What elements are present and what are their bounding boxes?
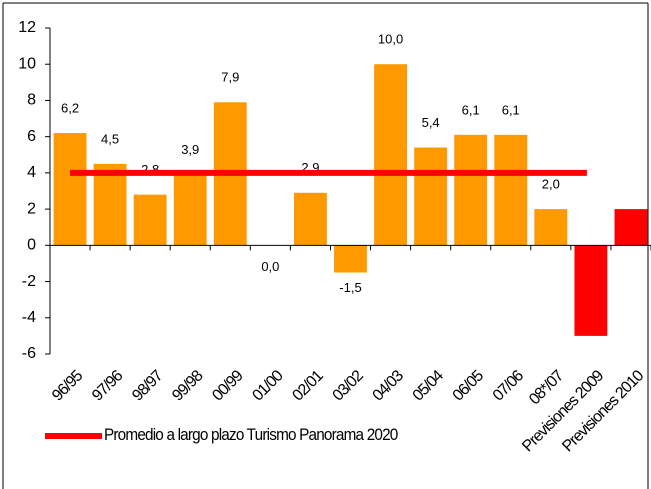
x-tick-label: 04/03 [370,367,408,405]
value-label: 3,9 [181,142,199,157]
x-tick-label: 02/01 [289,367,327,405]
value-label: 6,1 [502,102,520,117]
value-label: 0,0 [261,259,279,274]
value-label: -1,5 [339,280,361,295]
bar [294,192,327,246]
bar [534,209,568,246]
bar [494,134,528,246]
value-label: 2,0 [542,177,560,192]
x-tick-label: 07/06 [490,367,528,405]
x-tick-label: 97/96 [89,367,127,405]
x-tick-label: 00/99 [209,367,247,405]
legend-label: Promedio a largo plazo Turismo Panorama … [104,425,398,444]
bar [374,64,407,246]
bar [414,147,448,246]
y-tick-label: 10 [18,55,36,72]
bar [93,163,127,246]
x-tick-label: 06/05 [450,367,488,405]
y-tick-label: 4 [27,164,36,181]
y-tick-label: -2 [22,273,36,290]
bar [614,209,648,246]
y-tick-label: 6 [27,128,36,145]
y-tick-label: 0 [27,237,36,254]
bar [133,194,167,246]
x-tick-label: 96/95 [49,367,87,405]
x-tick-label: 98/97 [129,367,167,405]
y-tick-label: 12 [18,19,36,36]
bar [173,174,207,246]
y-tick-label: -4 [22,309,36,326]
value-label: 6,2 [61,100,79,115]
y-tick-label: -6 [22,345,36,362]
bar [454,134,488,246]
y-tick-label: 2 [27,200,36,217]
x-tick-label: 05/04 [410,367,448,405]
bar [574,245,608,336]
value-label: 4,5 [101,131,119,146]
bar [53,133,87,246]
value-label: 5,4 [422,115,440,130]
value-label: 6,1 [462,102,480,117]
x-tick-label: 99/98 [169,367,207,405]
x-tick-label: 03/02 [330,367,368,405]
value-label: 10,0 [378,32,403,47]
x-tick-label: 01/00 [249,367,287,405]
value-label: 7,9 [221,70,239,85]
y-tick-label: 8 [27,92,36,109]
bar [334,245,367,273]
